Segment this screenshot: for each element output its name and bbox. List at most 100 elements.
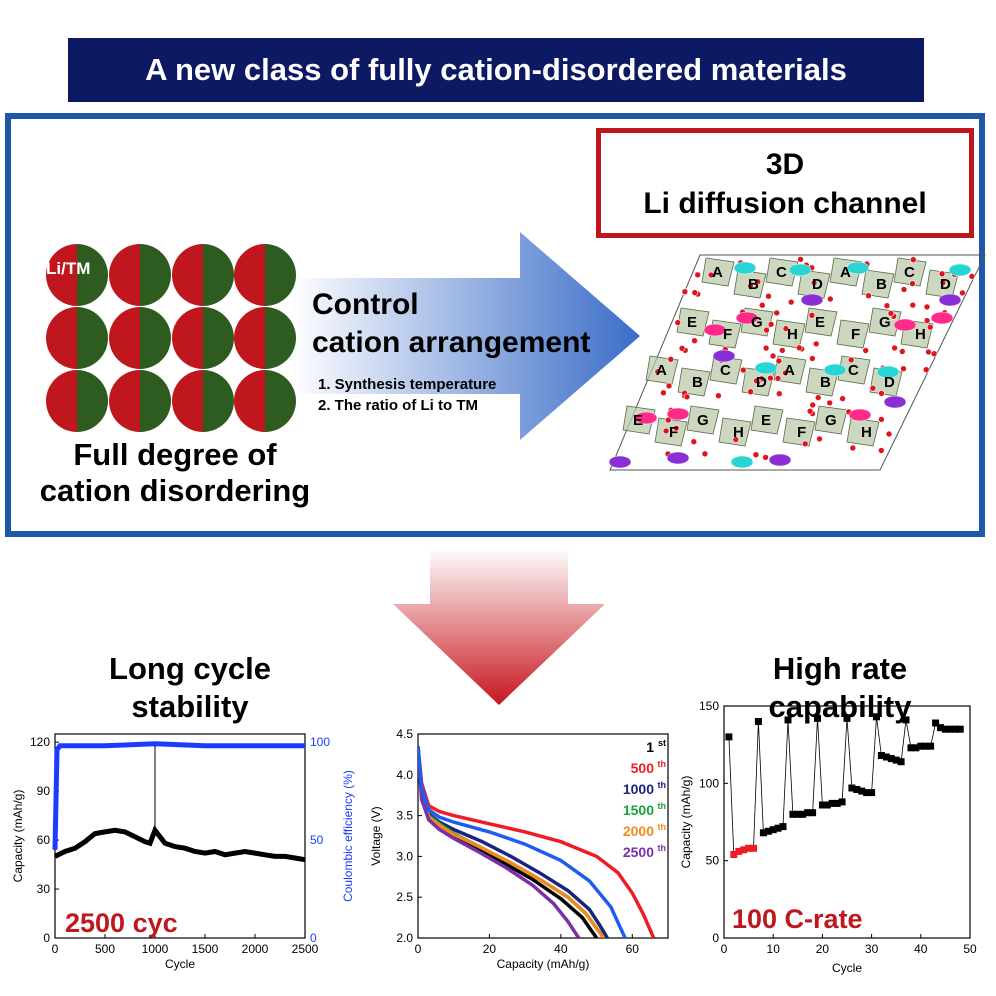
- polyhedron: [686, 405, 720, 435]
- oxygen-atom: [752, 451, 760, 459]
- x-tick-label: 1000: [142, 942, 169, 956]
- li-atom: [768, 453, 792, 467]
- rate-point: [882, 753, 890, 761]
- oxygen-atom: [816, 435, 823, 443]
- oxygen-atom: [660, 389, 667, 397]
- li-atom: [948, 263, 972, 277]
- oxygen-atom: [665, 382, 673, 390]
- legend-sup: th: [658, 780, 667, 790]
- li-atom: [754, 361, 778, 375]
- oxygen-atom: [747, 388, 754, 396]
- oxygen-atom: [662, 427, 670, 435]
- legend-sup: st: [658, 738, 666, 748]
- li-atom: [823, 363, 847, 377]
- control-text: Control cation arrangement: [312, 286, 590, 362]
- oxygen-atom: [778, 347, 786, 354]
- voltage-series: [418, 746, 599, 938]
- rate-point: [932, 719, 940, 727]
- oxygen-atom: [773, 309, 781, 317]
- step-2: 2. The ratio of Li to TM: [318, 397, 478, 414]
- oxygen-atom: [877, 447, 885, 454]
- li-atom: [703, 323, 727, 337]
- site-letter: D: [940, 276, 951, 293]
- y-tick-label: 60: [37, 833, 51, 847]
- site-letter: F: [723, 326, 732, 343]
- oxygen-atom: [691, 337, 698, 345]
- efficiency-series: [52, 741, 305, 850]
- oxygen-atom: [775, 390, 783, 398]
- rate-point: [725, 733, 733, 741]
- oxygen-atom: [707, 271, 715, 279]
- oxygen-atom: [678, 344, 686, 352]
- li-atom: [883, 395, 907, 409]
- rate-point: [848, 784, 856, 792]
- oxygen-atom: [769, 352, 777, 360]
- x-tick-label: 20: [816, 942, 830, 956]
- channel-line2: Li diffusion channel: [643, 187, 927, 220]
- legend-entry: 500: [631, 760, 655, 776]
- rate-point: [774, 824, 782, 832]
- top-panel: [5, 113, 985, 537]
- rate-point: [814, 714, 821, 722]
- right-title-line1: High rate: [772, 651, 908, 686]
- x-tick-label: 0: [721, 942, 728, 956]
- rate-point: [941, 725, 949, 733]
- rate-point: [951, 725, 959, 733]
- oxygen-atom: [715, 392, 722, 400]
- rate-point: [759, 829, 767, 837]
- down-arrow: [393, 548, 605, 705]
- li-atom: [634, 411, 658, 425]
- oxygen-atom: [812, 340, 820, 348]
- x-axis-label: Capacity (mAh/g): [497, 957, 590, 971]
- oxygen-atom: [885, 430, 893, 438]
- x-tick-label: 50: [963, 942, 977, 956]
- x-tick-label: 2000: [242, 942, 269, 956]
- y2-tick-label: 100: [310, 735, 330, 749]
- x-tick-label: 0: [52, 942, 59, 956]
- li-atom: [733, 261, 757, 275]
- left-title-line1: Long cycle: [109, 651, 271, 686]
- rate-point: [897, 758, 905, 766]
- oxygen-atom: [795, 344, 803, 352]
- oxygen-atom: [774, 375, 782, 382]
- site-letter: E: [815, 314, 825, 331]
- polyhedron: [677, 367, 711, 397]
- site-letter: A: [712, 264, 723, 281]
- step-1: 1. Synthesis temperature: [318, 376, 497, 393]
- oxygen-atom: [862, 347, 870, 354]
- rate-point: [784, 716, 792, 724]
- oxygen-atom: [762, 344, 770, 352]
- oxygen-atom: [690, 438, 698, 446]
- channel-line1: 3D: [765, 148, 805, 181]
- rate-point: [799, 810, 807, 818]
- legend-sup: th: [658, 843, 667, 853]
- polyhedron: [773, 355, 807, 385]
- oxygen-atom: [754, 278, 762, 286]
- oxygen-atom: [826, 295, 834, 303]
- oxygen-atom: [787, 298, 795, 306]
- site-letter: F: [797, 424, 806, 441]
- rate-point: [750, 844, 757, 852]
- legend-sup: th: [658, 759, 667, 769]
- site-letter: B: [692, 374, 703, 391]
- rate-point: [794, 810, 802, 818]
- oxygen-atom: [753, 377, 760, 385]
- y2-tick-label: 0: [310, 931, 317, 945]
- site-letter: G: [697, 412, 709, 429]
- oxygen-atom: [782, 369, 789, 377]
- li-atom: [846, 261, 870, 275]
- cation-circles: [46, 244, 296, 432]
- oxygen-atom: [878, 416, 885, 423]
- x-tick-label: 0: [415, 942, 422, 956]
- y-tick-label: 90: [37, 784, 51, 798]
- site-letter: D: [812, 276, 823, 293]
- voltage-series: [418, 750, 609, 938]
- steps-list: 1. Synthesis temperature 2. The ratio of…: [318, 374, 496, 416]
- li-atom: [712, 349, 736, 363]
- y-tick-label: 2.5: [396, 890, 413, 904]
- oxygen-atom: [765, 292, 772, 300]
- rate-point: [927, 742, 935, 750]
- site-letter: H: [733, 424, 744, 441]
- voltage-series: [418, 750, 581, 938]
